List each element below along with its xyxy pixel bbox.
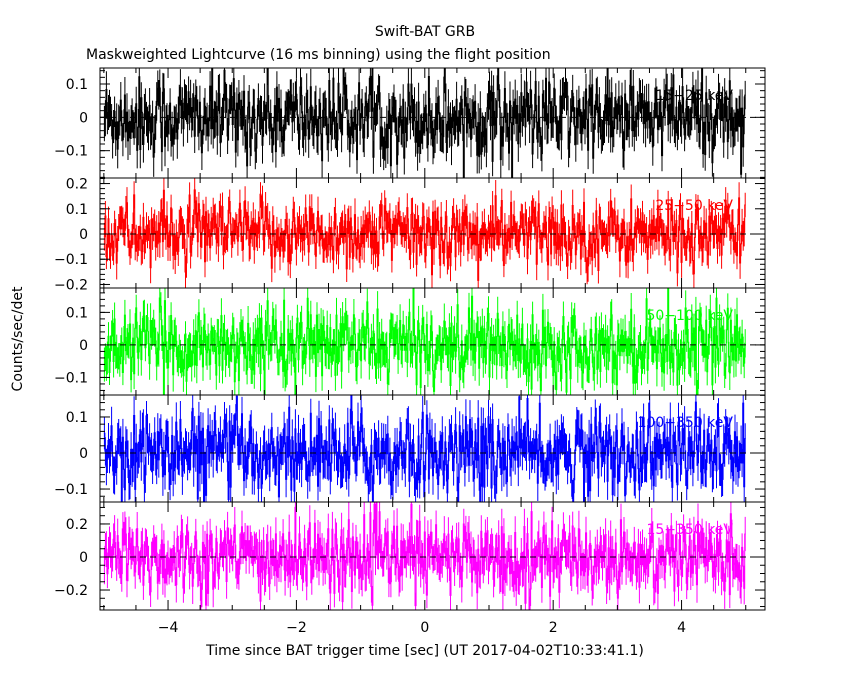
y-tick-label: −0.1	[54, 144, 88, 160]
y-tick-label: −0.1	[54, 370, 88, 386]
y-tick-label: 0.1	[66, 77, 88, 93]
legend-label: 25−50 keV	[655, 198, 733, 214]
x-tick-label: 0	[420, 620, 429, 636]
series-line	[103, 395, 746, 503]
panel-2: 0.1 0 −0.1 50−100 keV	[54, 287, 766, 396]
x-axis-label: Time since BAT trigger time [sec] (UT 20…	[205, 643, 644, 659]
legend-label: 100−350 keV	[638, 415, 734, 431]
legend-label: 50−100 keV	[646, 308, 733, 324]
y-tick-label: 0.1	[66, 202, 88, 218]
series-line	[103, 501, 746, 611]
panel-1: 0.2 0.1 0 −0.1 −0.2 25−50 keV	[54, 177, 766, 293]
chart-title: Swift-BAT GRB	[375, 24, 475, 40]
y-tick-label: 0.1	[66, 305, 88, 321]
series-line	[103, 67, 746, 179]
y-tick-label: 0	[79, 446, 88, 462]
y-tick-label: −0.2	[54, 277, 88, 293]
y-tick-label: −0.2	[54, 583, 88, 599]
x-tick-label: 2	[549, 620, 558, 636]
series-line	[103, 189, 746, 281]
panel-3: 0.1 0 −0.1 100−350 keV	[54, 394, 766, 503]
chart-subtitle: Maskweighted Lightcurve (16 ms binning) …	[86, 47, 551, 63]
y-tick-label: 0.2	[66, 177, 88, 193]
y-tick-label: 0	[79, 110, 88, 126]
y-tick-label: −0.1	[54, 252, 88, 268]
y-tick-label: 0	[79, 550, 88, 566]
y-tick-label: 0	[79, 227, 88, 243]
x-tick-label: −4	[158, 620, 179, 636]
series-line	[103, 287, 746, 396]
y-tick-label: −0.1	[54, 482, 88, 498]
panel-4: 0.2 0 −0.2 15−350 keV	[54, 501, 766, 611]
y-tick-label: 0.1	[66, 410, 88, 426]
y-tick-label: 0.2	[66, 517, 88, 533]
panel-frame	[99, 501, 766, 611]
legend-label: 15−350 keV	[646, 522, 733, 538]
panel-0: 0.1 0 −0.1 15−25 keV	[54, 67, 766, 179]
y-axis-label: Counts/sec/det	[10, 286, 26, 391]
x-tick-label: −2	[286, 620, 307, 636]
legend-label: 15−25 keV	[655, 88, 733, 104]
x-tick-label: 4	[677, 620, 686, 636]
y-tick-label: 0	[79, 338, 88, 354]
